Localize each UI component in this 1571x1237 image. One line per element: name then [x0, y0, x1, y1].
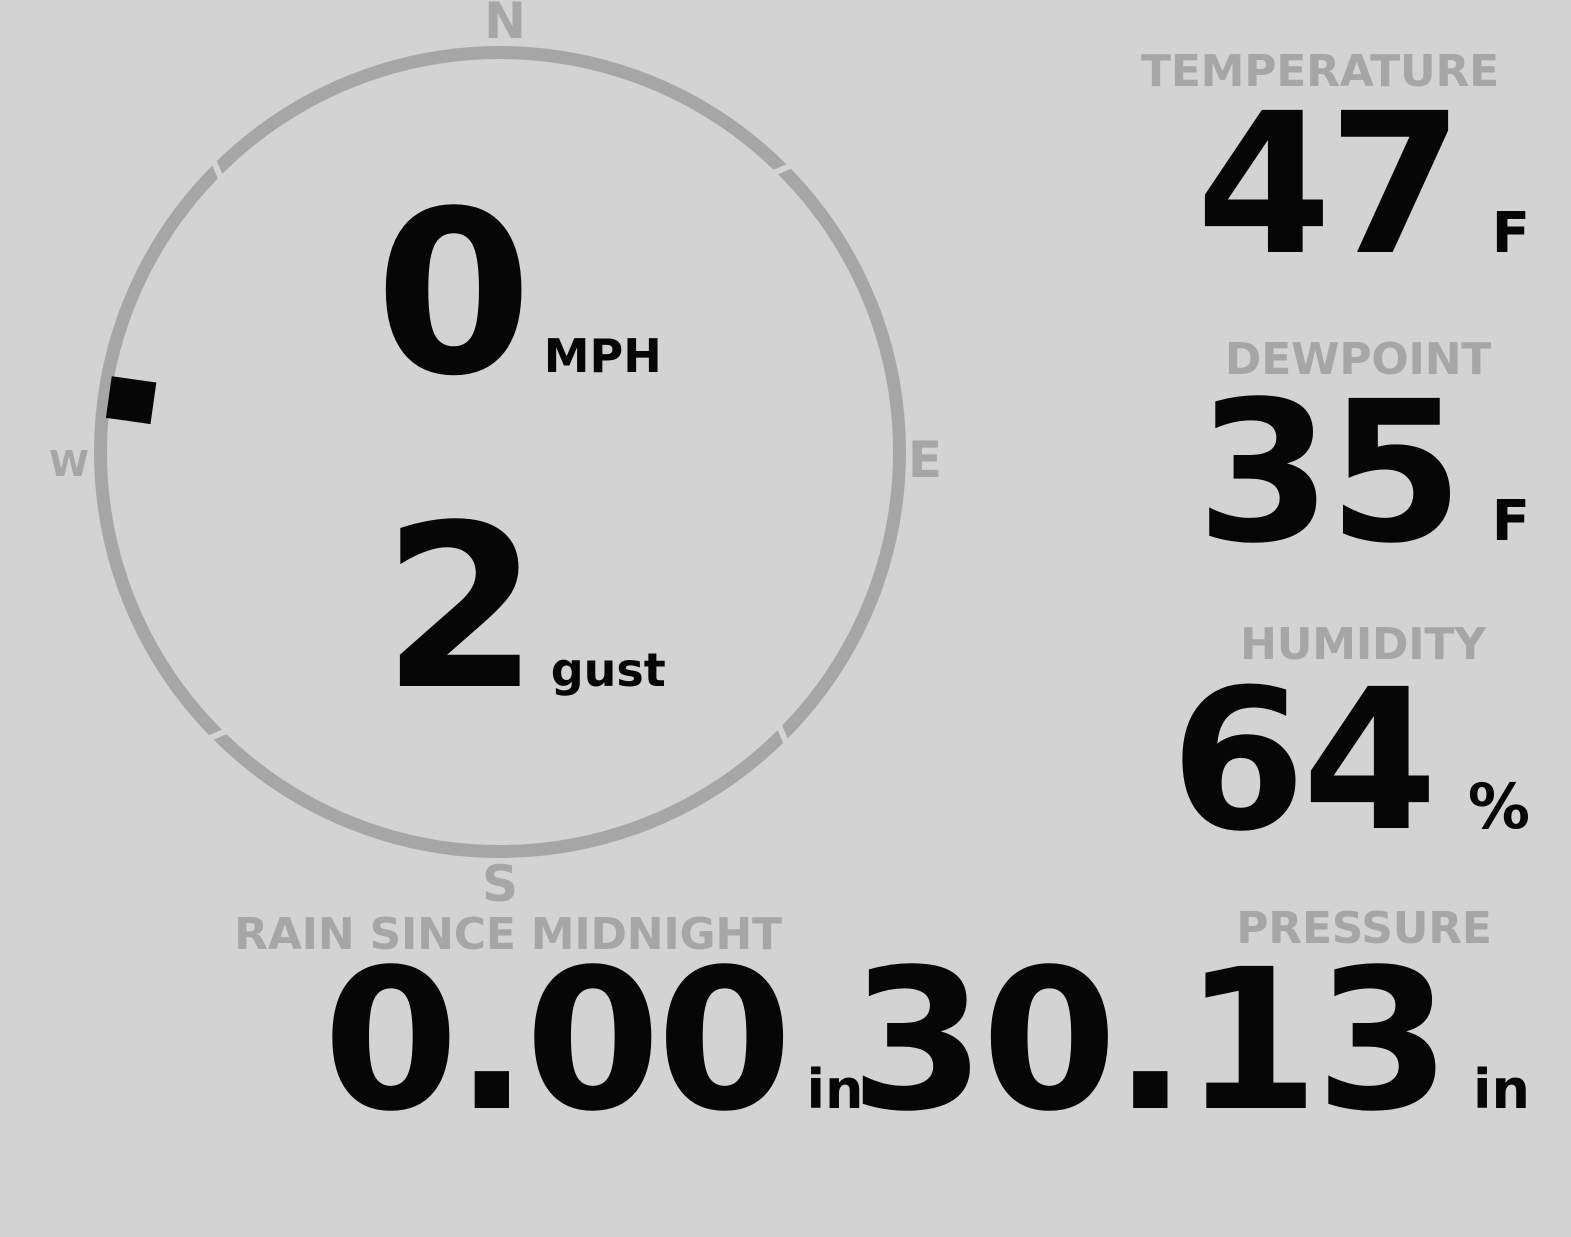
- compass-ring-notch: [765, 160, 798, 179]
- temperature-unit: F: [1491, 201, 1530, 266]
- dewpoint-value-row: 35 F: [1196, 375, 1530, 570]
- compass-label-south: S: [481, 855, 519, 913]
- humidity-value-row: 64 %: [1170, 663, 1530, 858]
- compass-ring-notch: [208, 154, 227, 187]
- pressure-unit: in: [1473, 1058, 1530, 1121]
- pressure-value-row: 30.13 in: [850, 943, 1530, 1138]
- compass-ring-notch: [202, 725, 235, 744]
- humidity-value: 64: [1170, 647, 1437, 874]
- wind-direction-marker: [105, 376, 157, 425]
- humidity-label: HUMIDITY: [1240, 619, 1486, 670]
- wind-gust-unit: gust: [550, 643, 666, 697]
- dewpoint-unit: F: [1491, 489, 1530, 554]
- compass-label-north: N: [484, 0, 526, 50]
- rain-label: RAIN SINCE MIDNIGHT: [234, 909, 782, 960]
- compass-ring: [94, 46, 906, 858]
- compass-label-east: E: [907, 431, 943, 489]
- wind-gust-value: 2: [382, 477, 539, 740]
- wind-gust-row: 2 gust: [382, 496, 666, 722]
- rain-value-row: 0.00 in: [323, 943, 863, 1138]
- temperature-value-row: 47 F: [1196, 87, 1530, 282]
- rain-value: 0.00: [323, 927, 792, 1154]
- wind-speed-row: 0 MPH: [375, 182, 662, 408]
- humidity-unit: %: [1467, 770, 1530, 843]
- compass-ring-notch: [773, 717, 792, 750]
- temperature-label: TEMPERATURE: [1141, 46, 1499, 97]
- wind-speed-value: 0: [375, 163, 532, 426]
- temperature-value: 47: [1196, 71, 1463, 298]
- pressure-value: 30.13: [849, 927, 1451, 1154]
- dewpoint-label: DEWPOINT: [1224, 334, 1492, 385]
- wind-speed-unit: MPH: [543, 329, 662, 383]
- dewpoint-value: 35: [1196, 359, 1463, 586]
- compass-label-west: W: [49, 444, 89, 485]
- rain-unit: in: [806, 1058, 864, 1121]
- pressure-label: PRESSURE: [1236, 903, 1492, 954]
